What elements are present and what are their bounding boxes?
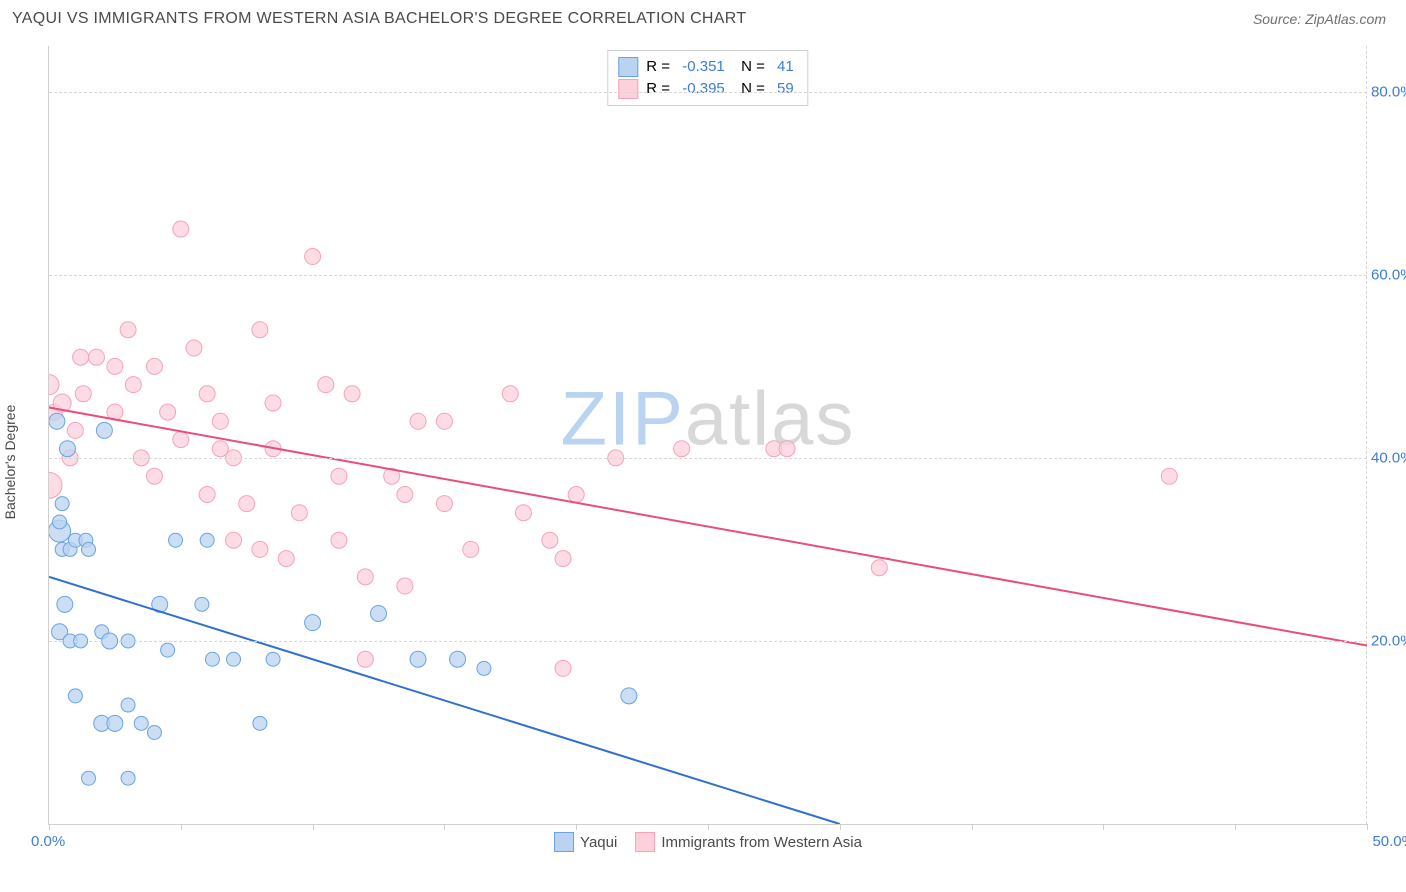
x-tick	[181, 824, 182, 830]
x-tick	[1235, 824, 1236, 830]
x-axis-label-max: 50.0%	[1372, 833, 1406, 850]
y-tick-label: 20.0%	[1371, 632, 1406, 649]
stats-n-pink: 59	[777, 78, 794, 100]
chart-title: YAQUI VS IMMIGRANTS FROM WESTERN ASIA BA…	[12, 10, 746, 28]
legend-item-pink: Immigrants from Western Asia	[635, 832, 862, 852]
stats-r-pink: -0.395	[682, 78, 725, 100]
plot-area: ZIPatlas R = -0.351 N = 41 R = -0.395 N …	[48, 46, 1367, 825]
x-tick	[1367, 824, 1368, 830]
swatch-blue	[618, 57, 638, 77]
bottom-legend: Yaqui Immigrants from Western Asia	[554, 832, 862, 852]
gridline	[49, 92, 1367, 93]
x-tick	[840, 824, 841, 830]
gridline	[49, 641, 1367, 642]
stats-n-blue: 41	[777, 56, 794, 78]
chart-source: Source: ZipAtlas.com	[1253, 11, 1386, 27]
stats-n-label: N =	[733, 56, 769, 78]
x-tick	[49, 824, 50, 830]
x-tick	[708, 824, 709, 830]
stats-legend-box: R = -0.351 N = 41 R = -0.395 N = 59	[607, 50, 808, 106]
legend-swatch-blue	[554, 832, 574, 852]
stats-row-blue: R = -0.351 N = 41	[618, 56, 793, 78]
stats-r-blue: -0.351	[682, 56, 725, 78]
x-axis-label-min: 0.0%	[31, 833, 65, 850]
scatter-svg	[49, 46, 1367, 824]
stats-row-pink: R = -0.395 N = 59	[618, 78, 793, 100]
gridline	[49, 458, 1367, 459]
legend-label-pink: Immigrants from Western Asia	[661, 834, 862, 851]
x-tick	[444, 824, 445, 830]
legend-label-blue: Yaqui	[580, 834, 617, 851]
stats-r-label: R =	[646, 56, 674, 78]
chart-header: YAQUI VS IMMIGRANTS FROM WESTERN ASIA BA…	[0, 0, 1406, 34]
y-tick-label: 40.0%	[1371, 449, 1406, 466]
y-tick-label: 80.0%	[1371, 83, 1406, 100]
chart-container: Bachelor's Degree ZIPatlas R = -0.351 N …	[0, 34, 1406, 874]
stats-r-label: R =	[646, 78, 674, 100]
y-axis-label: Bachelor's Degree	[2, 405, 18, 520]
y-tick-label: 60.0%	[1371, 266, 1406, 283]
stats-n-label: N =	[733, 78, 769, 100]
x-tick	[972, 824, 973, 830]
legend-swatch-pink	[635, 832, 655, 852]
swatch-pink	[618, 79, 638, 99]
gridline	[49, 275, 1367, 276]
x-tick	[576, 824, 577, 830]
x-tick	[313, 824, 314, 830]
legend-item-blue: Yaqui	[554, 832, 617, 852]
x-tick	[1103, 824, 1104, 830]
